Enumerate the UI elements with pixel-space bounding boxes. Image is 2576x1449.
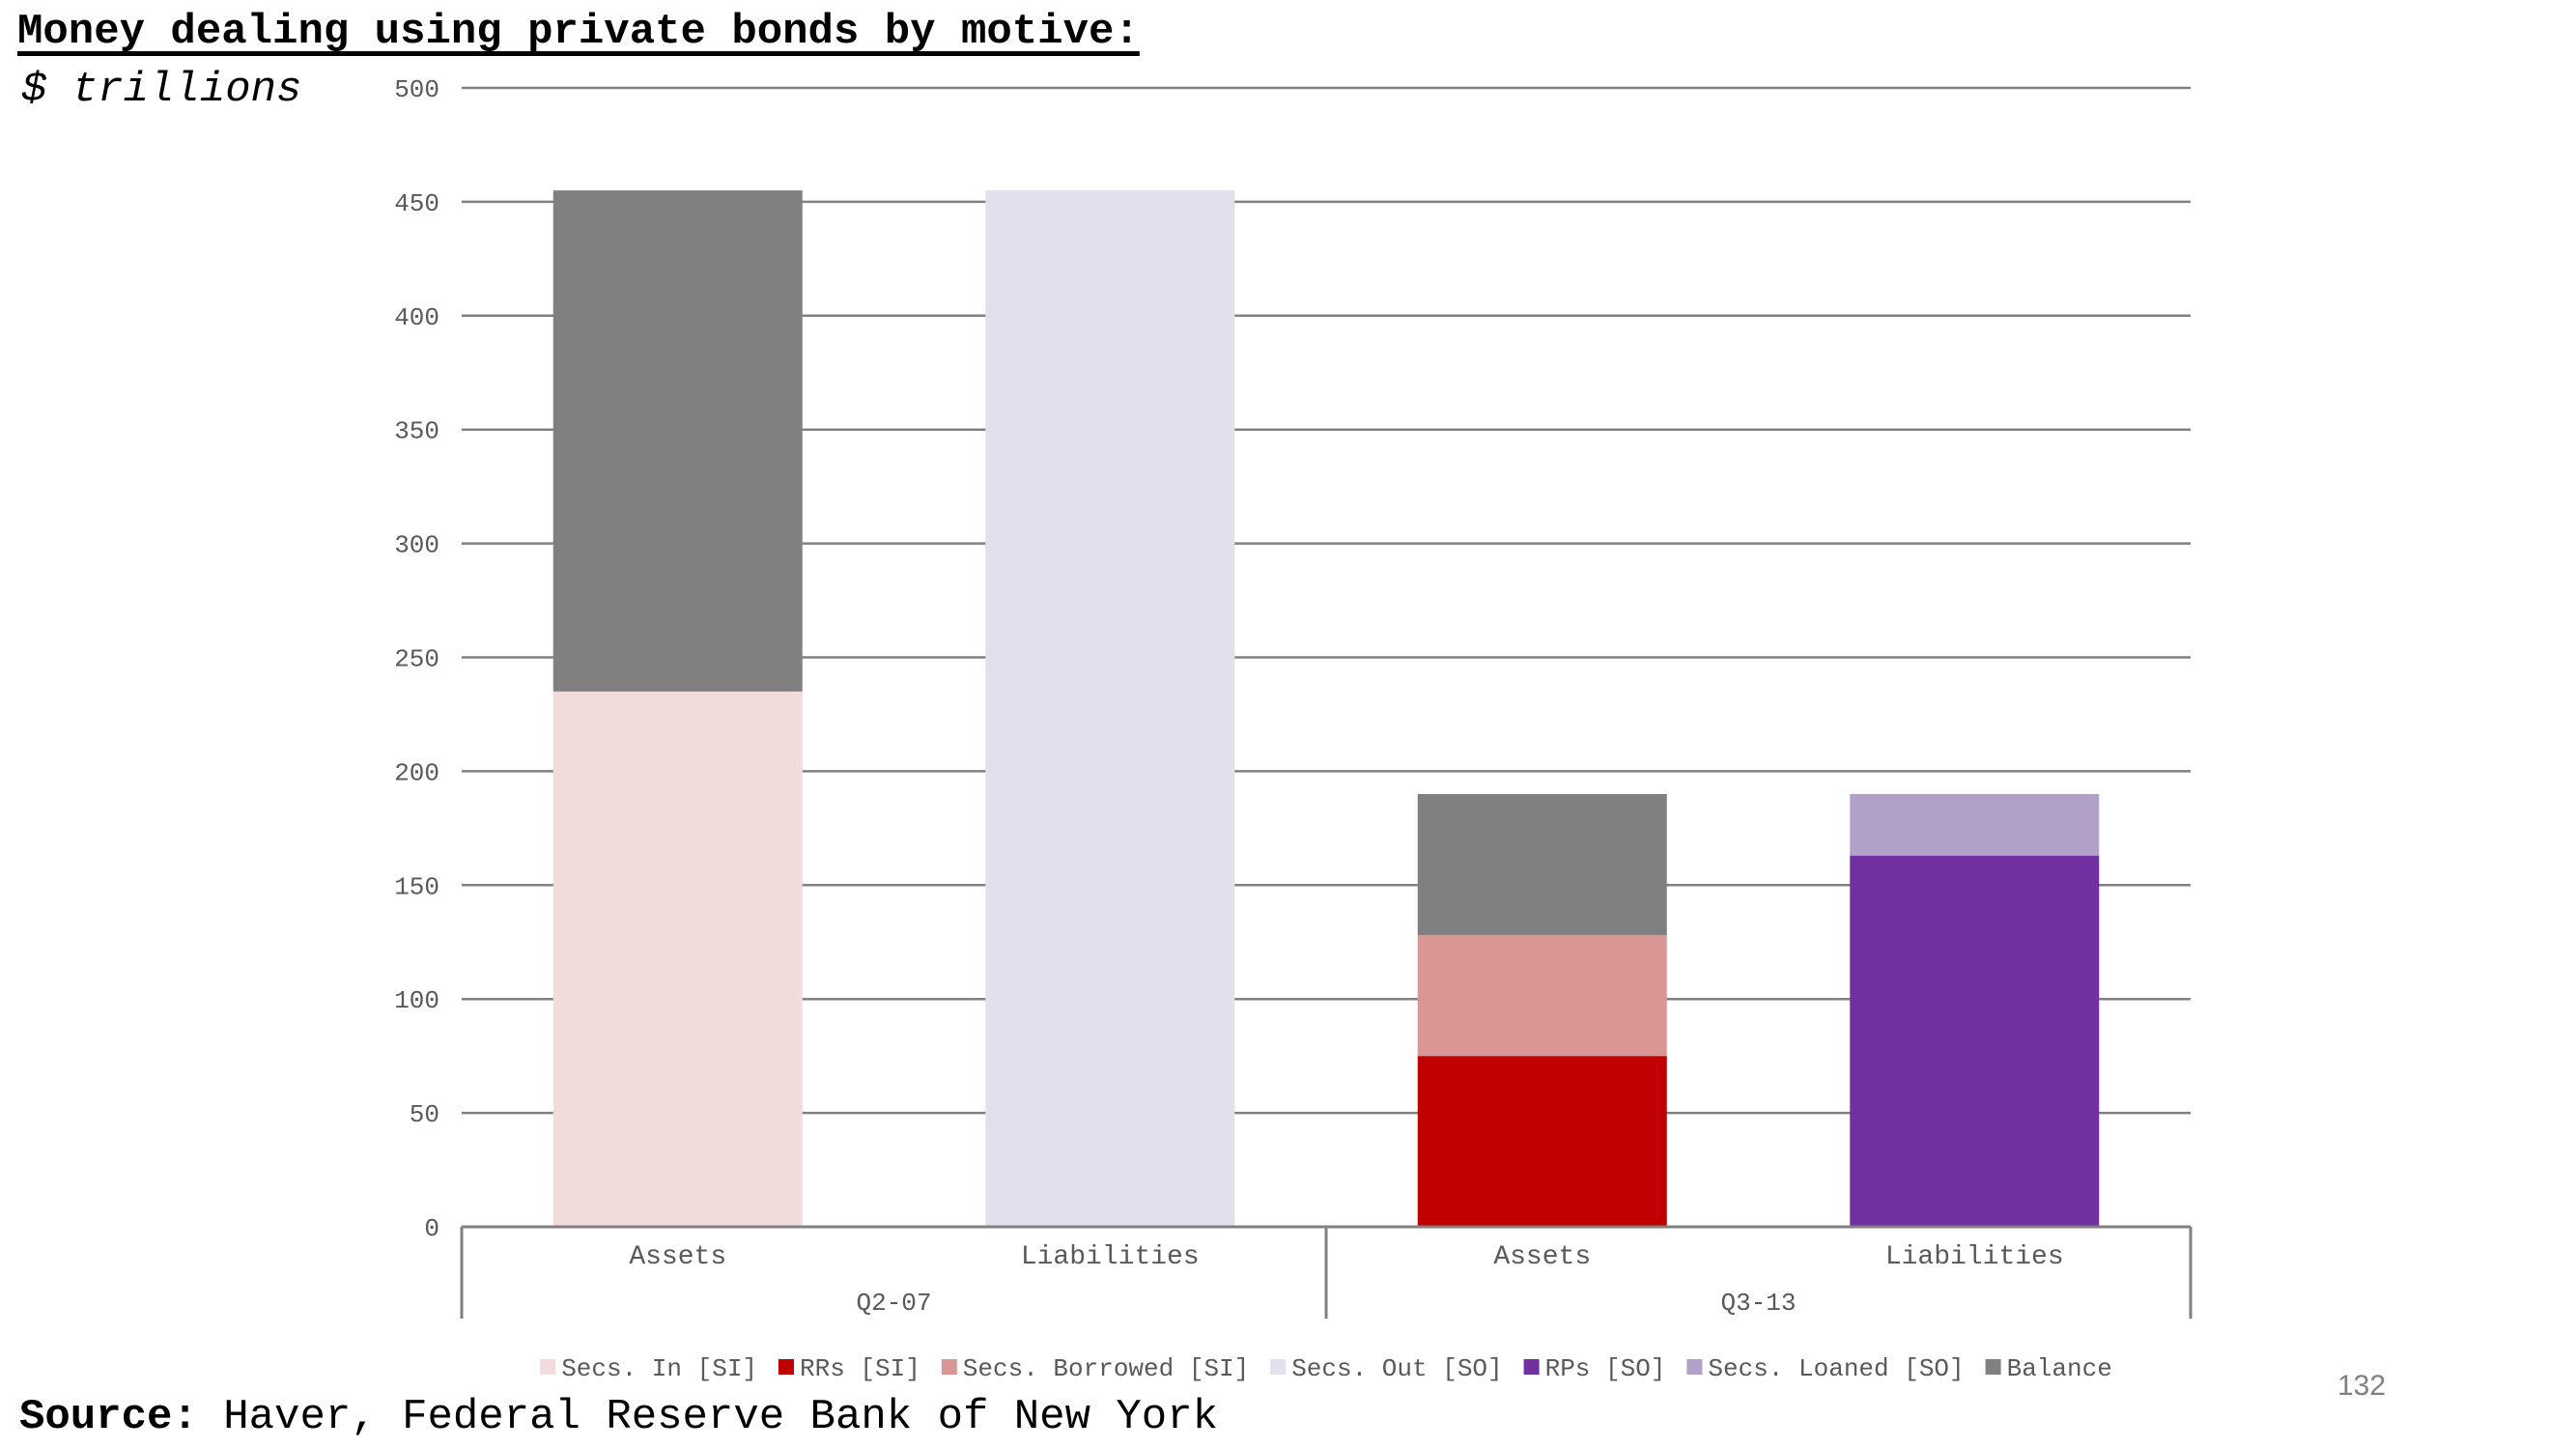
y-tick-label: 200 [394, 758, 439, 787]
chart-title: Money dealing using private bonds by mot… [17, 8, 1140, 56]
x-group-label: Q2-07 [856, 1289, 931, 1318]
legend-swatch [540, 1359, 556, 1375]
x-axis: Assets Liabilities Q2-07 Assets Liabilities Q… [460, 1225, 2193, 1319]
y-tick-label: 400 [394, 303, 439, 332]
bars [552, 190, 2100, 1228]
legend-swatch [778, 1359, 794, 1375]
source-note: Source: Haver, Federal Reserve Bank of N… [19, 1393, 1218, 1441]
legend-swatch [1523, 1359, 1540, 1375]
source-label: Source: [19, 1393, 198, 1441]
y-tick-label: 150 [394, 872, 439, 901]
x-category-label: Liabilities [1885, 1242, 2064, 1272]
x-category-label: Assets [629, 1242, 726, 1272]
legend-label: RPs [SO] [1545, 1354, 1666, 1383]
bar-segment [1850, 793, 2100, 856]
y-tick-label: 100 [394, 986, 439, 1015]
bar-segment [1417, 793, 1667, 936]
bar-segment [1417, 935, 1667, 1057]
bar-segment [1417, 1056, 1667, 1227]
bar-segment [552, 190, 803, 692]
legend-label: Secs. Out [SO] [1291, 1354, 1502, 1383]
y-axis-ticks: 0 50 100 150 200 250 300 350 400 450 500 [394, 75, 439, 1243]
y-tick-label: 500 [394, 75, 439, 104]
legend-swatch [1270, 1359, 1287, 1375]
bar-segment [552, 691, 803, 1227]
legend: Secs. In [SI] RRs [SI] Secs. Borrowed [SI]… [540, 1354, 2112, 1383]
page-number: 132 [2337, 1370, 2387, 1402]
legend-swatch [1985, 1359, 2001, 1375]
y-tick-label: 450 [394, 189, 439, 218]
legend-swatch [1686, 1359, 1703, 1375]
legend-label: Secs. In [SI] [561, 1354, 757, 1383]
legend-label: RRs [SI] [800, 1354, 920, 1383]
y-tick-label: 350 [394, 417, 439, 446]
legend-swatch [941, 1359, 957, 1375]
y-tick-label: 300 [394, 531, 439, 560]
legend-label: Balance [2007, 1354, 2112, 1383]
bar-segment [985, 190, 1235, 1228]
x-group-label: Q3-13 [1720, 1289, 1796, 1318]
y-tick-label: 0 [424, 1214, 439, 1243]
bar-segment [1850, 855, 2100, 1227]
legend-label: Secs. Borrowed [SI] [963, 1354, 1249, 1383]
y-tick-label: 250 [394, 645, 439, 674]
x-category-label: Liabilities [1021, 1242, 1200, 1272]
y-tick-label: 50 [410, 1100, 439, 1129]
source-text: Haver, Federal Reserve Bank of New York [197, 1393, 1219, 1441]
x-category-label: Assets [1493, 1242, 1591, 1272]
legend-label: Secs. Loaned [SO] [1708, 1354, 1964, 1383]
chart-subtitle: $ trillions [21, 66, 302, 114]
